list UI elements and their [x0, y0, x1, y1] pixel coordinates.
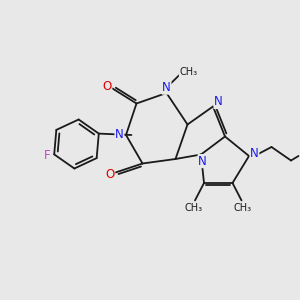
- Text: CH₃: CH₃: [179, 67, 197, 77]
- Text: CH₃: CH₃: [234, 203, 252, 213]
- Text: CH₃: CH₃: [184, 203, 202, 213]
- Text: N: N: [214, 95, 223, 109]
- Text: N: N: [250, 147, 259, 160]
- Text: O: O: [106, 167, 115, 181]
- Text: N: N: [198, 154, 207, 168]
- Text: N: N: [115, 128, 124, 142]
- Text: O: O: [103, 80, 112, 93]
- Text: N: N: [162, 81, 171, 94]
- Text: F: F: [44, 149, 51, 162]
